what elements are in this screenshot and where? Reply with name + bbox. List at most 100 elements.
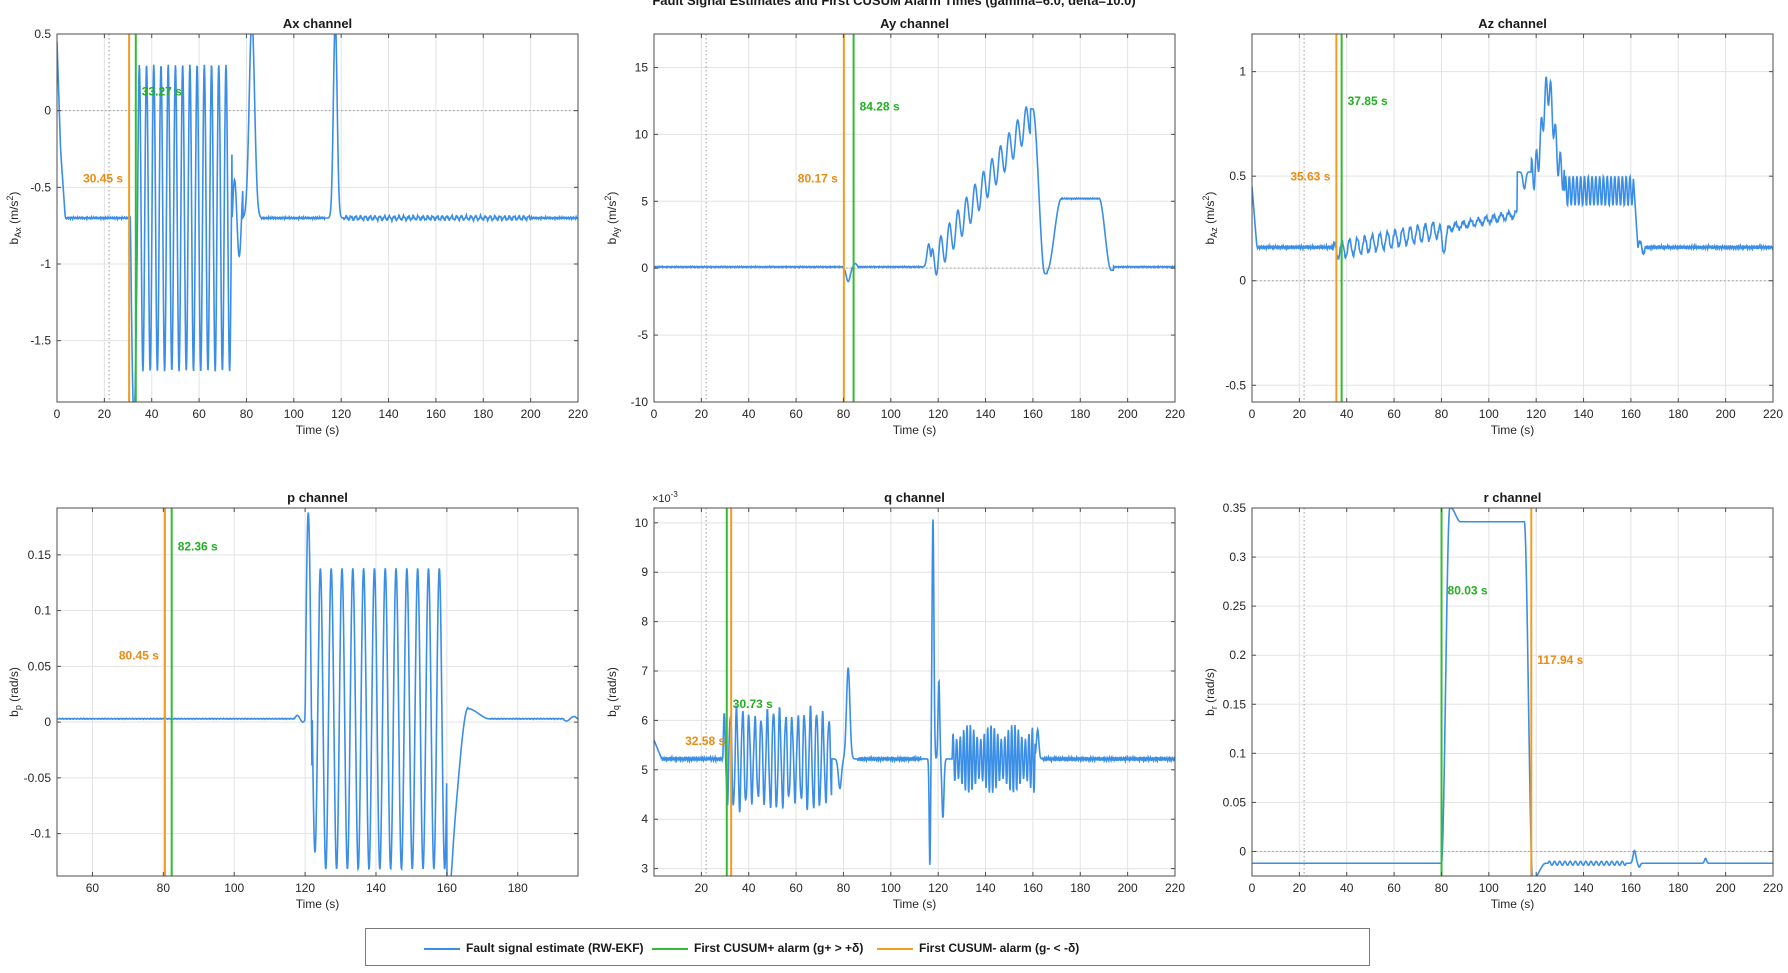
x-tick-label: 80 (240, 407, 254, 421)
x-tick-label: 100 (1479, 881, 1499, 895)
x-tick-label: 140 (1574, 407, 1594, 421)
x-tick-label: 120 (1526, 407, 1546, 421)
y-axis-label-base: b (605, 237, 619, 244)
cusum-neg-alarm-label: 80.45 s (119, 649, 159, 663)
subplot-title: Ax channel (283, 16, 352, 31)
subplot-title: Az channel (1478, 16, 1547, 31)
y-axis-label-unit: (rad/s) (1203, 668, 1217, 706)
x-tick-label: 0 (54, 407, 61, 421)
x-tick-label: 180 (1070, 407, 1090, 421)
y-axis-label-unit: (rad/s) (7, 667, 21, 705)
axes-box (56, 33, 579, 403)
y-tick-label: 0.2 (1229, 648, 1246, 662)
signal-series-line (1252, 508, 1773, 876)
x-tick-label: 140 (379, 407, 399, 421)
x-tick-label: 100 (881, 407, 901, 421)
x-tick-label: 20 (695, 881, 709, 895)
x-tick-label: 100 (224, 881, 244, 895)
y-tick-label: 0.5 (1229, 169, 1246, 183)
y-axis-label-base: b (1203, 237, 1217, 244)
y-tick-label: 8 (641, 615, 648, 629)
signal-series-line (57, 34, 578, 402)
x-tick-label: 40 (1340, 407, 1354, 421)
y-axis-label-superscript: 2 (5, 196, 15, 201)
y-axis-exponent-power: -3 (671, 490, 679, 499)
signal-series-line (57, 512, 578, 876)
subplot-title: p channel (287, 490, 348, 505)
x-tick-label: 140 (976, 407, 996, 421)
y-tick-label: 3 (641, 862, 648, 876)
legend-label-cusum-neg: First CUSUM- alarm (g- < -δ) (919, 941, 1080, 955)
y-tick-label: -10 (631, 395, 649, 409)
y-tick-label: 10 (635, 516, 649, 530)
x-axis-label: Time (s) (296, 897, 340, 911)
x-tick-label: 180 (508, 881, 528, 895)
axes-box (1251, 507, 1774, 877)
cusum-neg-alarm-label: 30.45 s (83, 172, 123, 186)
cusum-pos-alarm-label: 37.85 s (1348, 94, 1388, 108)
x-tick-label: 80 (1435, 407, 1449, 421)
x-tick-label: 200 (1716, 881, 1736, 895)
y-tick-label: -0.5 (30, 180, 51, 194)
y-tick-label: 0.05 (28, 659, 52, 673)
x-tick-label: 40 (1340, 881, 1354, 895)
subplot-p: 82.36 s 80.45 s 60 80 100 120 140 160 180 0.15 0.1… (7, 490, 579, 911)
x-tick-label: 180 (1070, 881, 1090, 895)
legend-swatch-cusum-pos (652, 948, 688, 950)
x-tick-label: 160 (426, 407, 446, 421)
signal-series-line (654, 519, 1175, 865)
y-axis-label-unit: (m/s (7, 201, 21, 228)
x-tick-label: 200 (1118, 407, 1138, 421)
y-tick-label: 10 (635, 127, 649, 141)
x-tick-label: 180 (473, 407, 493, 421)
cusum-pos-alarm-label: 80.03 s (1448, 583, 1488, 597)
y-tick-label: 0 (1239, 844, 1246, 858)
x-tick-label: 60 (789, 407, 803, 421)
y-tick-label: 0.25 (1223, 599, 1247, 613)
x-tick-label: 60 (789, 881, 803, 895)
axes-box (1251, 33, 1774, 403)
y-axis-label: bAx (m/s2) (5, 192, 23, 245)
x-tick-label: 200 (1118, 881, 1138, 895)
x-tick-label: 80 (1435, 881, 1449, 895)
subplot-az: 37.85 s35.63 s0 20 40 60 80 100 120 140 160 180 20… (1201, 16, 1783, 437)
cusum-neg-alarm-label: 80.17 s (798, 172, 838, 186)
x-tick-label: 20 (1293, 881, 1307, 895)
y-axis-label: bp (rad/s) (7, 667, 23, 717)
x-tick-label: 120 (295, 881, 315, 895)
y-tick-label: 6 (641, 713, 648, 727)
subplot-title: q channel (884, 490, 945, 505)
legend: Fault signal estimate (RW-EKF) First CUS… (365, 928, 1370, 966)
y-axis-exponent-base: ×10 (652, 493, 671, 505)
x-tick-label: 160 (1023, 407, 1043, 421)
y-tick-label: 0 (44, 104, 51, 118)
legend-swatch-cusum-neg (877, 948, 913, 950)
y-tick-label: -1 (40, 257, 51, 271)
subplot-r: 80.03 s 117.94 s 0 20 40 60 80 100 120 140 160 180 2… (1203, 490, 1783, 911)
cusum-pos-alarm-label: 82.36 s (178, 539, 218, 553)
x-tick-label: 0 (1249, 881, 1256, 895)
legend-item-cusum-pos: First CUSUM+ alarm (g+ > +δ) (652, 941, 882, 955)
subplot-title: Ay channel (880, 16, 949, 31)
y-tick-label: 0 (641, 261, 648, 275)
y-tick-label: 0.15 (1223, 697, 1247, 711)
x-tick-label: 100 (284, 407, 304, 421)
axes-box (653, 33, 1176, 403)
y-tick-label: -0.5 (1225, 378, 1246, 392)
x-tick-label: 200 (1716, 407, 1736, 421)
x-tick-label: 60 (1387, 881, 1401, 895)
plot-area (654, 508, 1175, 876)
x-tick-label: 0 (1249, 407, 1256, 421)
subplot-ax: 33.27 s30.45 s0 20 40 60 80 100 120 140 160 180 20… (5, 16, 588, 437)
figure-title: Fault Signal Estimates and First CUSUM A… (652, 0, 1136, 8)
x-axis-label: Time (s) (893, 423, 937, 437)
y-axis-label-base: b (605, 710, 619, 717)
x-tick-label: 80 (837, 881, 851, 895)
cusum-neg-alarm-label: 32.58 s (685, 734, 725, 748)
cusum-neg-alarm-label: 117.94 s (1537, 653, 1583, 667)
x-tick-label: 200 (521, 407, 541, 421)
x-tick-label: 80 (837, 407, 851, 421)
axes-box (653, 507, 1176, 877)
legend-item-cusum-neg: First CUSUM- alarm (g- < -δ) (877, 941, 1107, 955)
x-tick-label: 220 (568, 407, 588, 421)
